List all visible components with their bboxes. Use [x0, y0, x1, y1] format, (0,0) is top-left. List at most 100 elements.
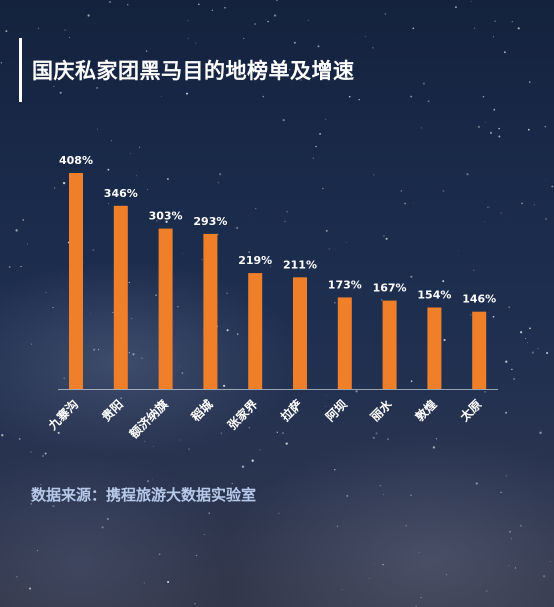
star: [445, 574, 448, 576]
star: [275, 0, 278, 1]
star: [276, 431, 279, 434]
star: [466, 173, 469, 176]
star: [519, 524, 522, 527]
star: [52, 85, 55, 88]
star: [40, 483, 42, 486]
star: [527, 128, 530, 131]
star: [182, 210, 184, 212]
star: [286, 210, 288, 213]
star: [511, 20, 513, 23]
bar-0: [69, 173, 83, 389]
star: [422, 82, 426, 85]
star: [514, 567, 516, 569]
star: [410, 494, 412, 496]
star: [231, 483, 233, 485]
chart-title: 国庆私家团黑马目的地榜单及增速: [32, 59, 355, 83]
star: [267, 20, 269, 23]
star: [493, 108, 496, 111]
bar-5: [293, 277, 307, 389]
star: [372, 436, 375, 439]
category-label-0: 九寨沟: [44, 397, 81, 434]
star: [473, 27, 476, 29]
star: [243, 37, 245, 39]
category-label-3: 稻城: [188, 397, 216, 425]
star: [469, 314, 472, 316]
star: [161, 96, 163, 98]
star: [337, 525, 339, 527]
star: [120, 397, 122, 399]
star: [241, 465, 245, 468]
star: [505, 360, 508, 363]
star: [144, 441, 146, 442]
star: [442, 280, 445, 283]
star: [412, 27, 415, 30]
star: [435, 438, 438, 440]
value-label-2: 303%: [149, 210, 183, 223]
category-label-1: 贵阳: [98, 397, 126, 425]
star: [130, 317, 132, 319]
star: [421, 127, 423, 129]
bar-6: [337, 297, 352, 389]
star: [510, 538, 513, 540]
category-label-6: 阿坝: [323, 397, 350, 424]
star: [498, 135, 501, 138]
star: [211, 9, 213, 11]
value-label-1: 346%: [104, 187, 138, 200]
bar-8: [427, 307, 442, 389]
star: [128, 281, 130, 284]
star: [341, 589, 343, 590]
star: [254, 23, 256, 25]
star: [248, 426, 251, 429]
star: [442, 190, 445, 192]
star: [322, 187, 324, 190]
value-label-6: 173%: [328, 278, 362, 291]
star: [420, 596, 422, 599]
star: [544, 125, 547, 128]
star: [251, 459, 254, 462]
star: [354, 38, 355, 40]
category-label-5: 拉萨: [278, 397, 306, 425]
star: [195, 554, 198, 557]
star: [400, 190, 403, 192]
star: [224, 6, 226, 9]
star: [223, 384, 226, 387]
star: [259, 449, 261, 451]
star: [0, 62, 3, 64]
star: [551, 185, 553, 188]
star: [187, 20, 189, 22]
star: [145, 50, 148, 52]
star: [526, 342, 528, 344]
title-accent-bar: [19, 38, 22, 102]
star: [432, 446, 436, 449]
star: [146, 188, 149, 191]
star: [108, 202, 110, 204]
star: [8, 266, 11, 268]
star: [37, 550, 39, 552]
star: [219, 173, 222, 176]
star: [335, 333, 337, 335]
star: [473, 269, 475, 272]
star: [112, 311, 114, 313]
star: [334, 302, 336, 304]
star: [312, 157, 314, 159]
star: [57, 431, 60, 434]
star: [513, 377, 516, 380]
category-label-8: 敦煌: [412, 397, 440, 425]
value-label-9: 146%: [462, 293, 496, 306]
star: [492, 36, 494, 38]
star: [385, 237, 388, 240]
star: [109, 1, 111, 3]
star: [517, 27, 520, 30]
star: [165, 220, 168, 223]
star: [31, 343, 33, 345]
star: [101, 526, 104, 529]
star: [167, 580, 170, 584]
star: [382, 563, 384, 566]
star: [334, 469, 336, 471]
star: [255, 208, 257, 210]
star: [127, 4, 129, 6]
star: [486, 590, 488, 592]
star: [225, 494, 227, 496]
star: [546, 351, 549, 355]
